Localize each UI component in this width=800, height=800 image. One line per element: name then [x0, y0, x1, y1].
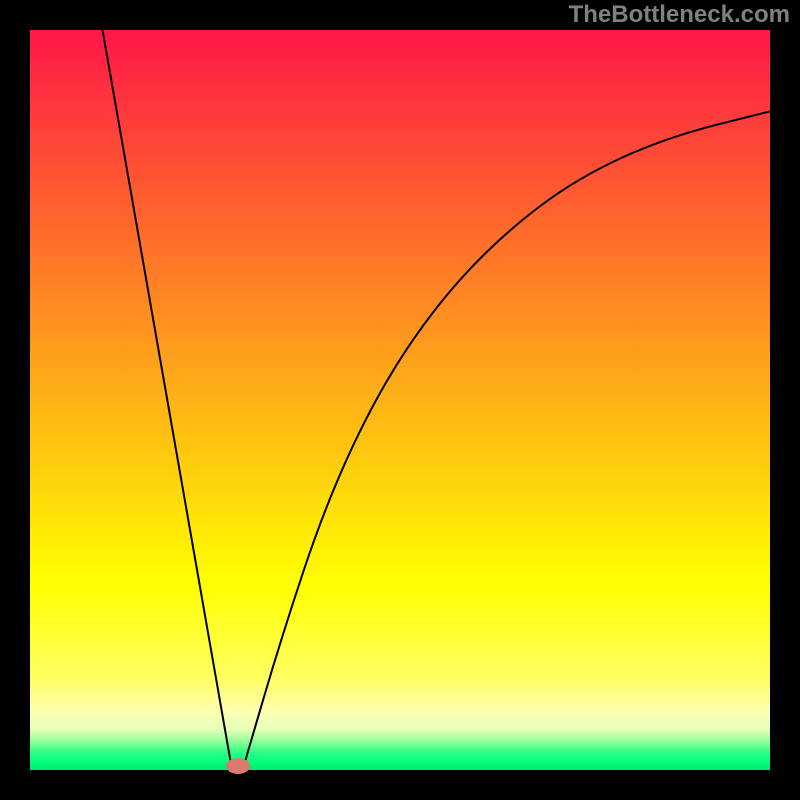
watermark-text: TheBottleneck.com	[569, 0, 790, 30]
chart-container: TheBottleneck.com	[0, 0, 800, 800]
bottleneck-marker	[226, 758, 250, 774]
gradient-background	[30, 30, 770, 770]
plot-area	[30, 30, 770, 770]
